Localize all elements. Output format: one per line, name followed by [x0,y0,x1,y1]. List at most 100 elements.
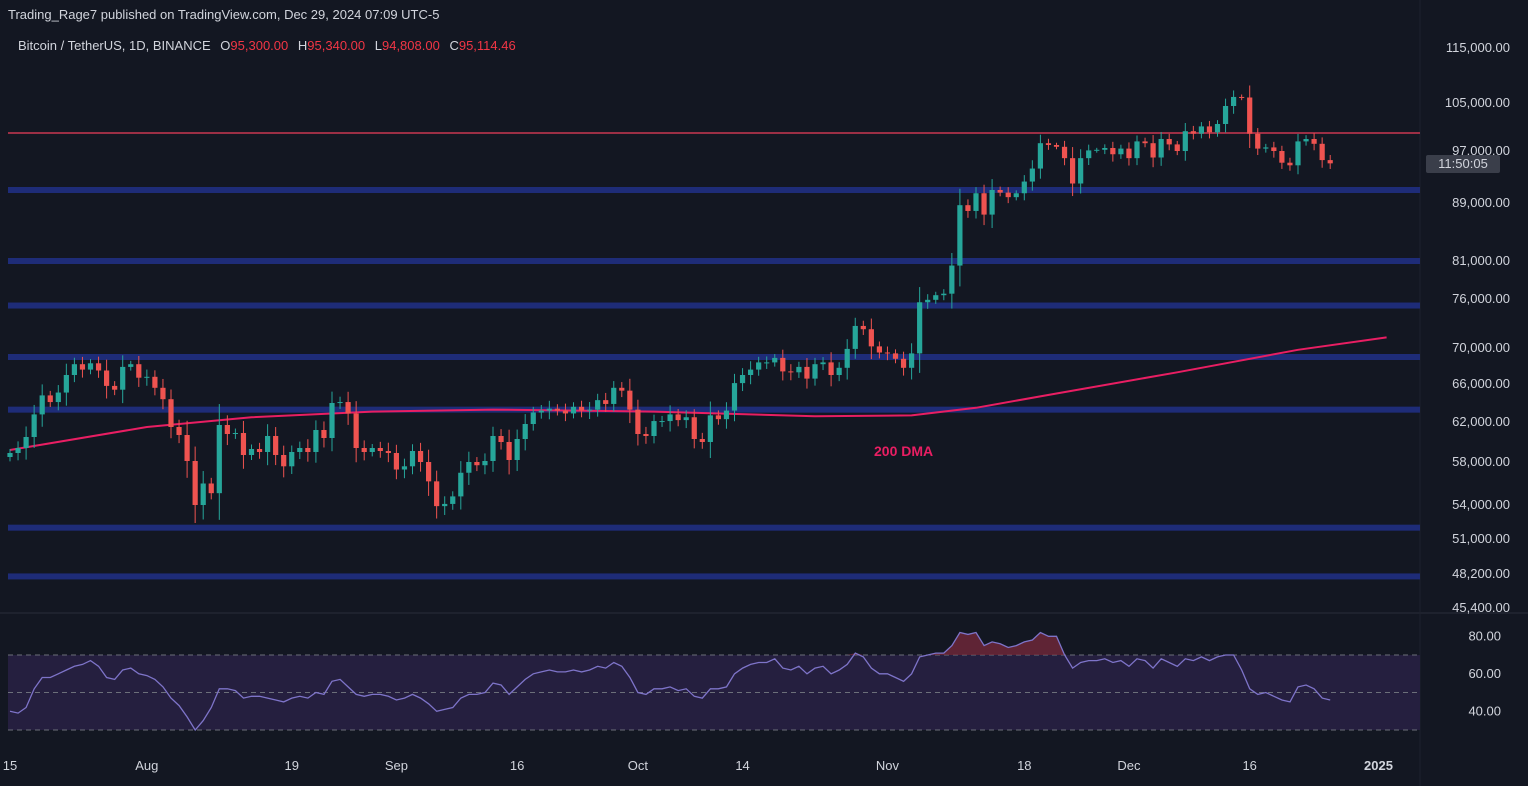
candle-body [369,448,375,452]
candle-body [1070,158,1076,184]
candle-body [715,415,721,420]
candle-body [1319,143,1325,161]
candle-body [240,433,247,455]
candle-body [506,442,512,460]
price-tick-label: 54,000.00 [1452,497,1510,512]
candle-body [723,410,730,420]
candle-body [192,461,198,505]
candle-body [884,352,891,354]
candle-body [530,412,536,424]
candle-body [1198,126,1204,134]
candle-body [1150,143,1156,158]
candle-body [71,364,77,375]
time-tick-label: Sep [385,758,408,773]
candle-body [1263,147,1269,149]
candle-body [55,392,61,403]
support-level [8,187,1420,193]
candle-body [248,449,255,455]
candle-body [144,376,150,378]
candle-body [844,348,850,368]
candle-body [643,434,649,436]
high-value: 95,340.00 [307,38,366,53]
time-axis: 15 Aug 19 Sep 16 Oct 14 Nov 18 Dec 16 2025 [3,758,1393,773]
candle-body [1327,160,1333,164]
candle-body [39,395,45,415]
candle-body [160,387,166,400]
candle-body [900,358,907,368]
candle-body [152,376,158,388]
candle-body [804,366,810,379]
candle-body [1239,96,1245,98]
candle-body [329,403,335,438]
candle-body [474,462,480,466]
candle-body [836,367,842,375]
candle-body [409,451,416,467]
candle-body [514,439,520,460]
candle-body [748,369,754,375]
candle-body [313,430,319,452]
candle-body [691,417,697,439]
rsi-panel: 80.00 60.00 40.00 [8,628,1501,732]
moving-average [9,336,1387,451]
candle-body [909,353,915,368]
candle-body [546,408,552,411]
support-level [8,354,1420,360]
price-tick-label: 58,000.00 [1452,454,1510,469]
price-tick-label: 66,000.00 [1452,376,1510,391]
candle-body [426,462,432,482]
candle-body [1271,147,1277,151]
close-key: C [449,38,459,53]
candle-body [112,385,118,390]
candle-body [812,364,818,379]
candle-body [876,346,882,353]
candle-body [820,362,826,365]
candle-body [1029,168,1035,182]
candle-body [860,325,866,330]
candle-body [281,455,287,467]
rsi-overbought-fill [927,632,1065,655]
time-tick-label: 18 [1017,758,1031,773]
candle-body [925,299,931,303]
candle-body [1214,124,1221,133]
time-tick-label: Nov [876,758,900,773]
candle-body [265,436,271,452]
candle-body [611,387,617,404]
time-tick-label: 19 [285,758,299,773]
time-tick-label: 14 [735,758,749,773]
candle-body [385,451,391,453]
candle-body [87,363,94,370]
candle-body [562,410,569,414]
time-tick-label: 2025 [1364,758,1393,773]
candle-body [788,371,794,373]
publisher-line: Trading_Rage7 published on TradingView.c… [8,7,440,22]
time-tick-label: 16 [1242,758,1256,773]
candle-body [627,390,633,410]
candle-body [442,503,448,507]
candle-body [216,425,222,494]
candle-body [361,448,367,452]
candle-body [1021,181,1027,194]
candle-body [377,448,383,451]
candle-body [1094,149,1100,151]
candle-body [1231,96,1237,106]
time-tick-label: Aug [135,758,158,773]
candle-body [780,357,786,372]
time-tick-label: Oct [628,758,649,773]
candle-body [321,430,327,438]
candle-body [659,421,665,423]
candle-body [731,383,738,411]
candle-body [104,370,110,386]
candle-body [675,414,681,421]
candle-body [651,421,657,436]
candle-body [1134,141,1140,159]
candle-body [1311,139,1317,144]
candle-body [95,363,102,371]
candle-body [15,448,21,453]
support-level [8,258,1420,264]
candle-body [1037,143,1043,169]
candle-body [997,190,1003,193]
candle-body [120,366,126,390]
bar-countdown: 11:50:05 [1426,155,1500,173]
candle-body [458,472,464,497]
